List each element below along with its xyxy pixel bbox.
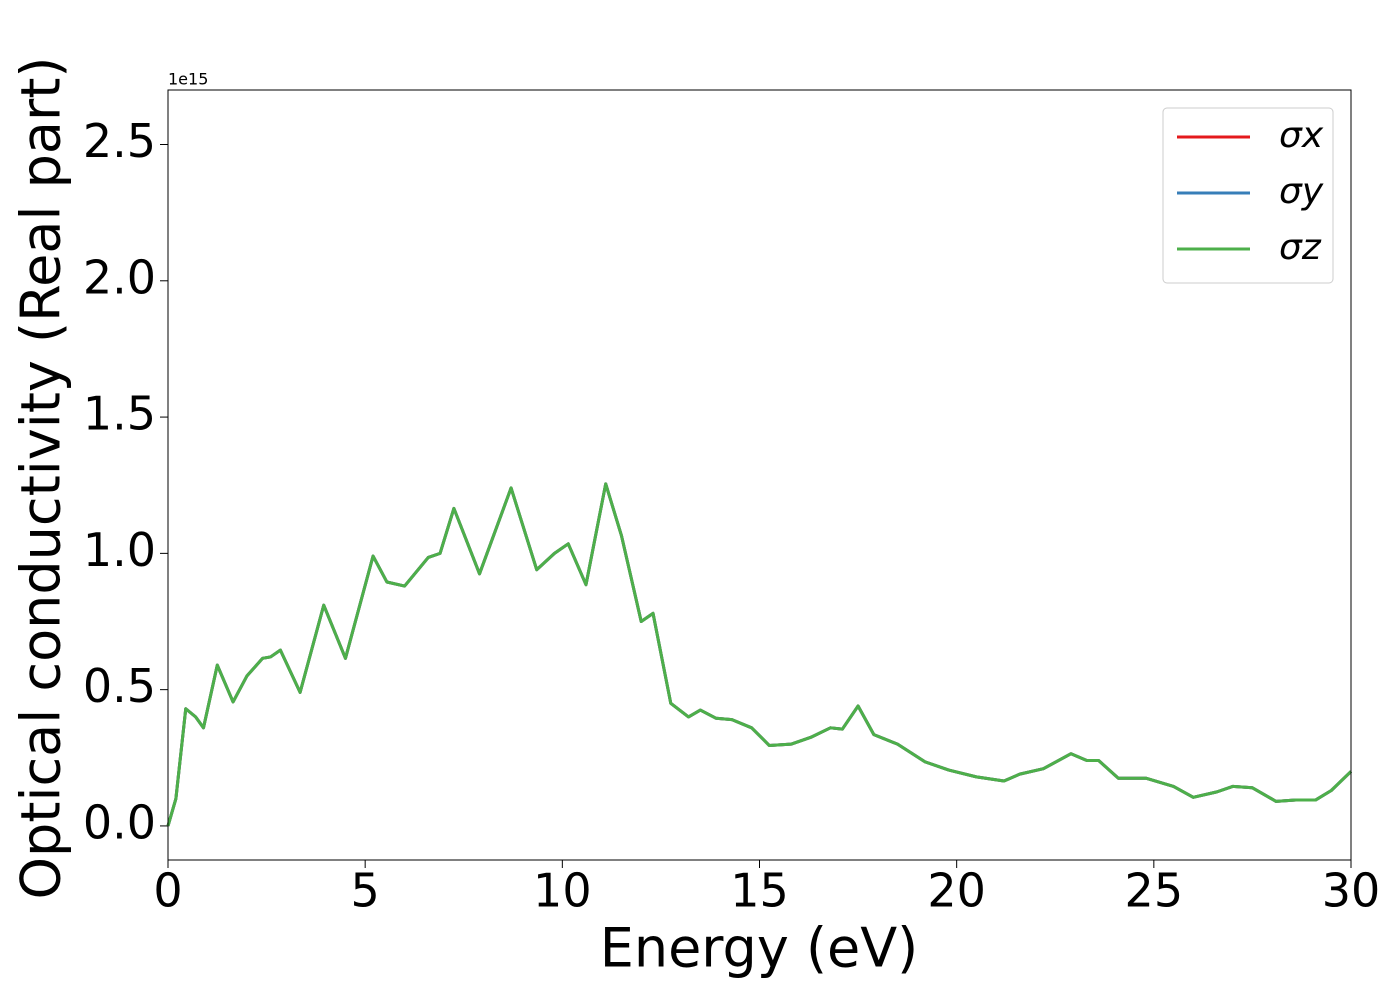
y-tick-label: 1.0 [83,523,156,577]
x-tick-label: 20 [927,864,986,918]
y-axis-label: Optical conductivity (Real part) [10,57,73,900]
y-tick-label: 2.0 [83,250,156,304]
y-offset-text: 1e15 [168,70,208,89]
legend: σx σy σz [1162,107,1334,284]
y-tick-label: 0.0 [83,795,156,849]
legend-label: σy [1279,171,1324,212]
x-tick-label: 10 [533,864,592,918]
series-line [166,482,1353,827]
legend-box [1162,107,1334,284]
legend-label: σx [1279,115,1324,156]
plot-frame [167,89,1352,861]
legend-label: σz [1279,227,1322,268]
x-tick-label: 5 [351,864,380,918]
x-axis-label: Energy (eV) [600,917,919,980]
x-tick-label: 30 [1322,864,1381,918]
y-tick-label: 0.5 [83,659,156,713]
x-tick-label: 15 [730,864,789,918]
y-tick-label: 1.5 [83,387,156,441]
x-tick-label: 25 [1125,864,1184,918]
y-tick-label: 2.5 [83,114,156,168]
x-tick-label: 0 [153,864,182,918]
